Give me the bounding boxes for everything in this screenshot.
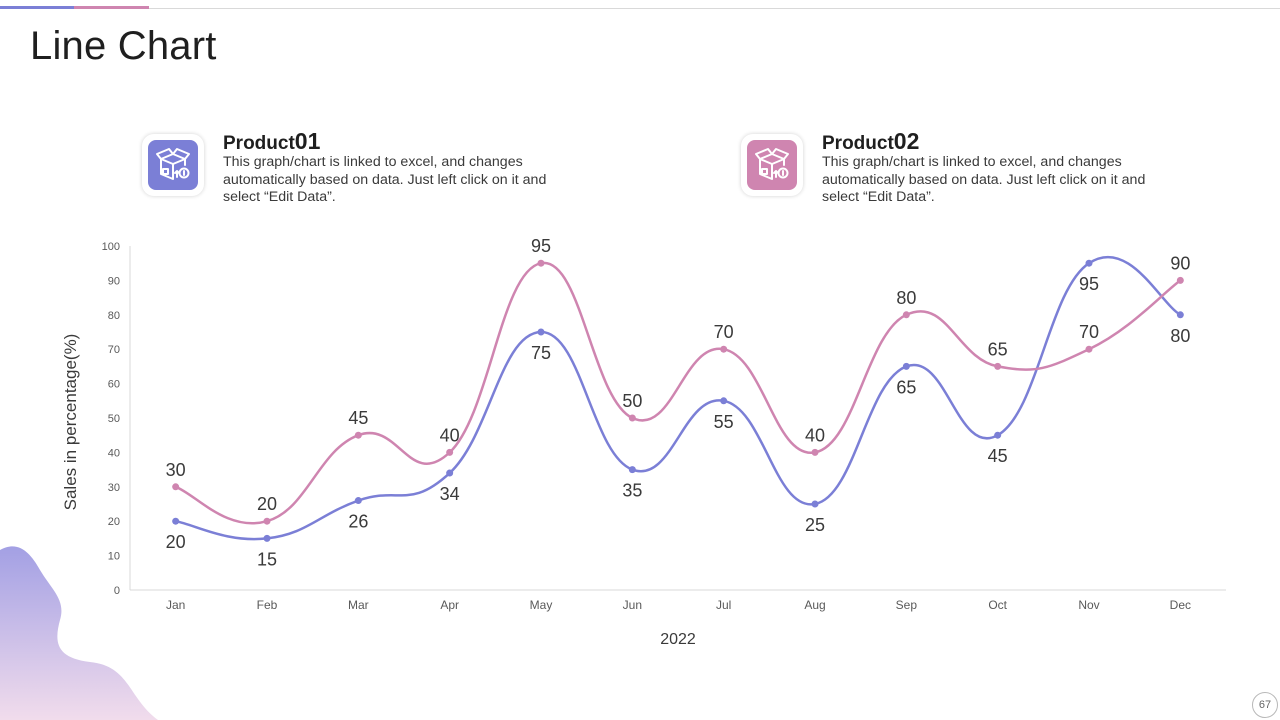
product-02-icon-frame (741, 134, 803, 196)
x-tick-label: Nov (1078, 598, 1099, 612)
series-2-point (263, 517, 271, 525)
accent-bar-purple (0, 6, 74, 9)
y-axis-title: Sales in percentage(%) (61, 334, 80, 511)
series-1-data-label: 20 (166, 532, 186, 552)
series-2-data-label: 70 (1079, 322, 1099, 342)
series-2-point (172, 483, 180, 491)
series-2-data-label: 95 (531, 236, 551, 256)
series-2-data-label: 70 (714, 322, 734, 342)
series-1-data-label: 15 (257, 549, 277, 569)
series-2-point (1176, 276, 1184, 284)
series-1-data-label: 75 (531, 343, 551, 363)
series-line-2 (174, 261, 1182, 525)
series-2-point (446, 448, 454, 456)
x-tick-label: Jan (166, 598, 185, 612)
y-tick-label: 80 (108, 310, 120, 322)
series-1-point (994, 431, 1002, 439)
series-1-point (446, 469, 454, 477)
series-1-data-label: 80 (1170, 326, 1190, 346)
product-01-title: Product01 (223, 128, 320, 155)
series-1-point (720, 397, 728, 405)
series-2-data-label: 20 (257, 494, 277, 514)
x-tick-label: Sep (896, 598, 918, 612)
product-02-title: Product02 (822, 128, 919, 155)
x-tick-label: Aug (804, 598, 825, 612)
product-01-icon-frame (142, 134, 204, 196)
product-01-name: Product (223, 133, 295, 154)
x-tick-label: Oct (988, 598, 1007, 612)
series-2-point (902, 311, 910, 319)
series-2-point (628, 414, 636, 422)
series-1-data-label: 65 (896, 377, 916, 397)
series-2-point (1085, 345, 1093, 353)
x-tick-label: Jul (716, 598, 731, 612)
y-tick-label: 70 (108, 344, 120, 356)
series-2-data-label: 65 (988, 339, 1008, 359)
product-01-number: 01 (294, 128, 321, 154)
series-1-data-label: 95 (1079, 274, 1099, 294)
series-1-point (628, 466, 636, 474)
series-1-point (263, 534, 271, 542)
series-2-point (354, 431, 362, 439)
series-2-data-label: 80 (896, 288, 916, 308)
series-2-point (811, 448, 819, 456)
x-tick-label: Feb (257, 598, 278, 612)
page-title: Line Chart (30, 24, 217, 68)
accent-bar-pink (74, 6, 149, 9)
product-02-name: Product (822, 133, 894, 154)
series-1-point (1176, 311, 1184, 319)
product-02-number: 02 (893, 128, 920, 154)
series-1-data-label: 34 (440, 484, 460, 504)
box-money-icon (747, 140, 797, 190)
series-1-point (354, 497, 362, 505)
product-01-description: This graph/chart is linked to excel, and… (223, 154, 547, 205)
series-2-point (720, 345, 728, 353)
series-1-data-label: 25 (805, 515, 825, 535)
top-rule (0, 8, 1280, 9)
y-tick-label: 30 (108, 482, 120, 494)
box-money-icon (148, 140, 198, 190)
series-2-point (537, 259, 545, 267)
x-tick-label: May (530, 598, 553, 612)
series-2-point (994, 362, 1002, 370)
series-2-data-label: 40 (805, 425, 825, 445)
x-axis-title: 2022 (660, 631, 696, 648)
series-1-data-label: 55 (714, 412, 734, 432)
series-2-data-label: 45 (348, 408, 368, 428)
series-1-point (811, 500, 819, 508)
series-1-data-label: 35 (622, 481, 642, 501)
x-tick-label: Dec (1170, 598, 1191, 612)
series-1-point (902, 362, 910, 370)
series-2-data-label: 30 (166, 460, 186, 480)
product-02-description: This graph/chart is linked to excel, and… (822, 154, 1146, 205)
series-1-point (172, 517, 180, 525)
series-2-data-label: 90 (1170, 253, 1190, 273)
y-tick-label: 10 (108, 551, 120, 563)
series-line-1 (174, 255, 1182, 541)
y-tick-label: 90 (108, 275, 120, 287)
series-2-data-label: 40 (440, 425, 460, 445)
x-tick-label: Mar (348, 598, 369, 612)
y-tick-label: 0 (114, 585, 120, 597)
y-tick-label: 20 (108, 516, 120, 528)
series-1-point (1085, 259, 1093, 267)
x-tick-label: Apr (440, 598, 459, 612)
page-number: 67 (1252, 692, 1278, 718)
series-1-data-label: 26 (348, 512, 368, 532)
x-tick-label: Jun (623, 598, 642, 612)
y-tick-label: 40 (108, 447, 120, 459)
y-tick-label: 60 (108, 379, 120, 391)
y-tick-label: 50 (108, 413, 120, 425)
y-tick-label: 100 (102, 241, 120, 253)
series-1-point (537, 328, 545, 336)
decorative-wave-shape (0, 546, 158, 720)
series-1-data-label: 45 (988, 446, 1008, 466)
series-2-data-label: 50 (622, 391, 642, 411)
